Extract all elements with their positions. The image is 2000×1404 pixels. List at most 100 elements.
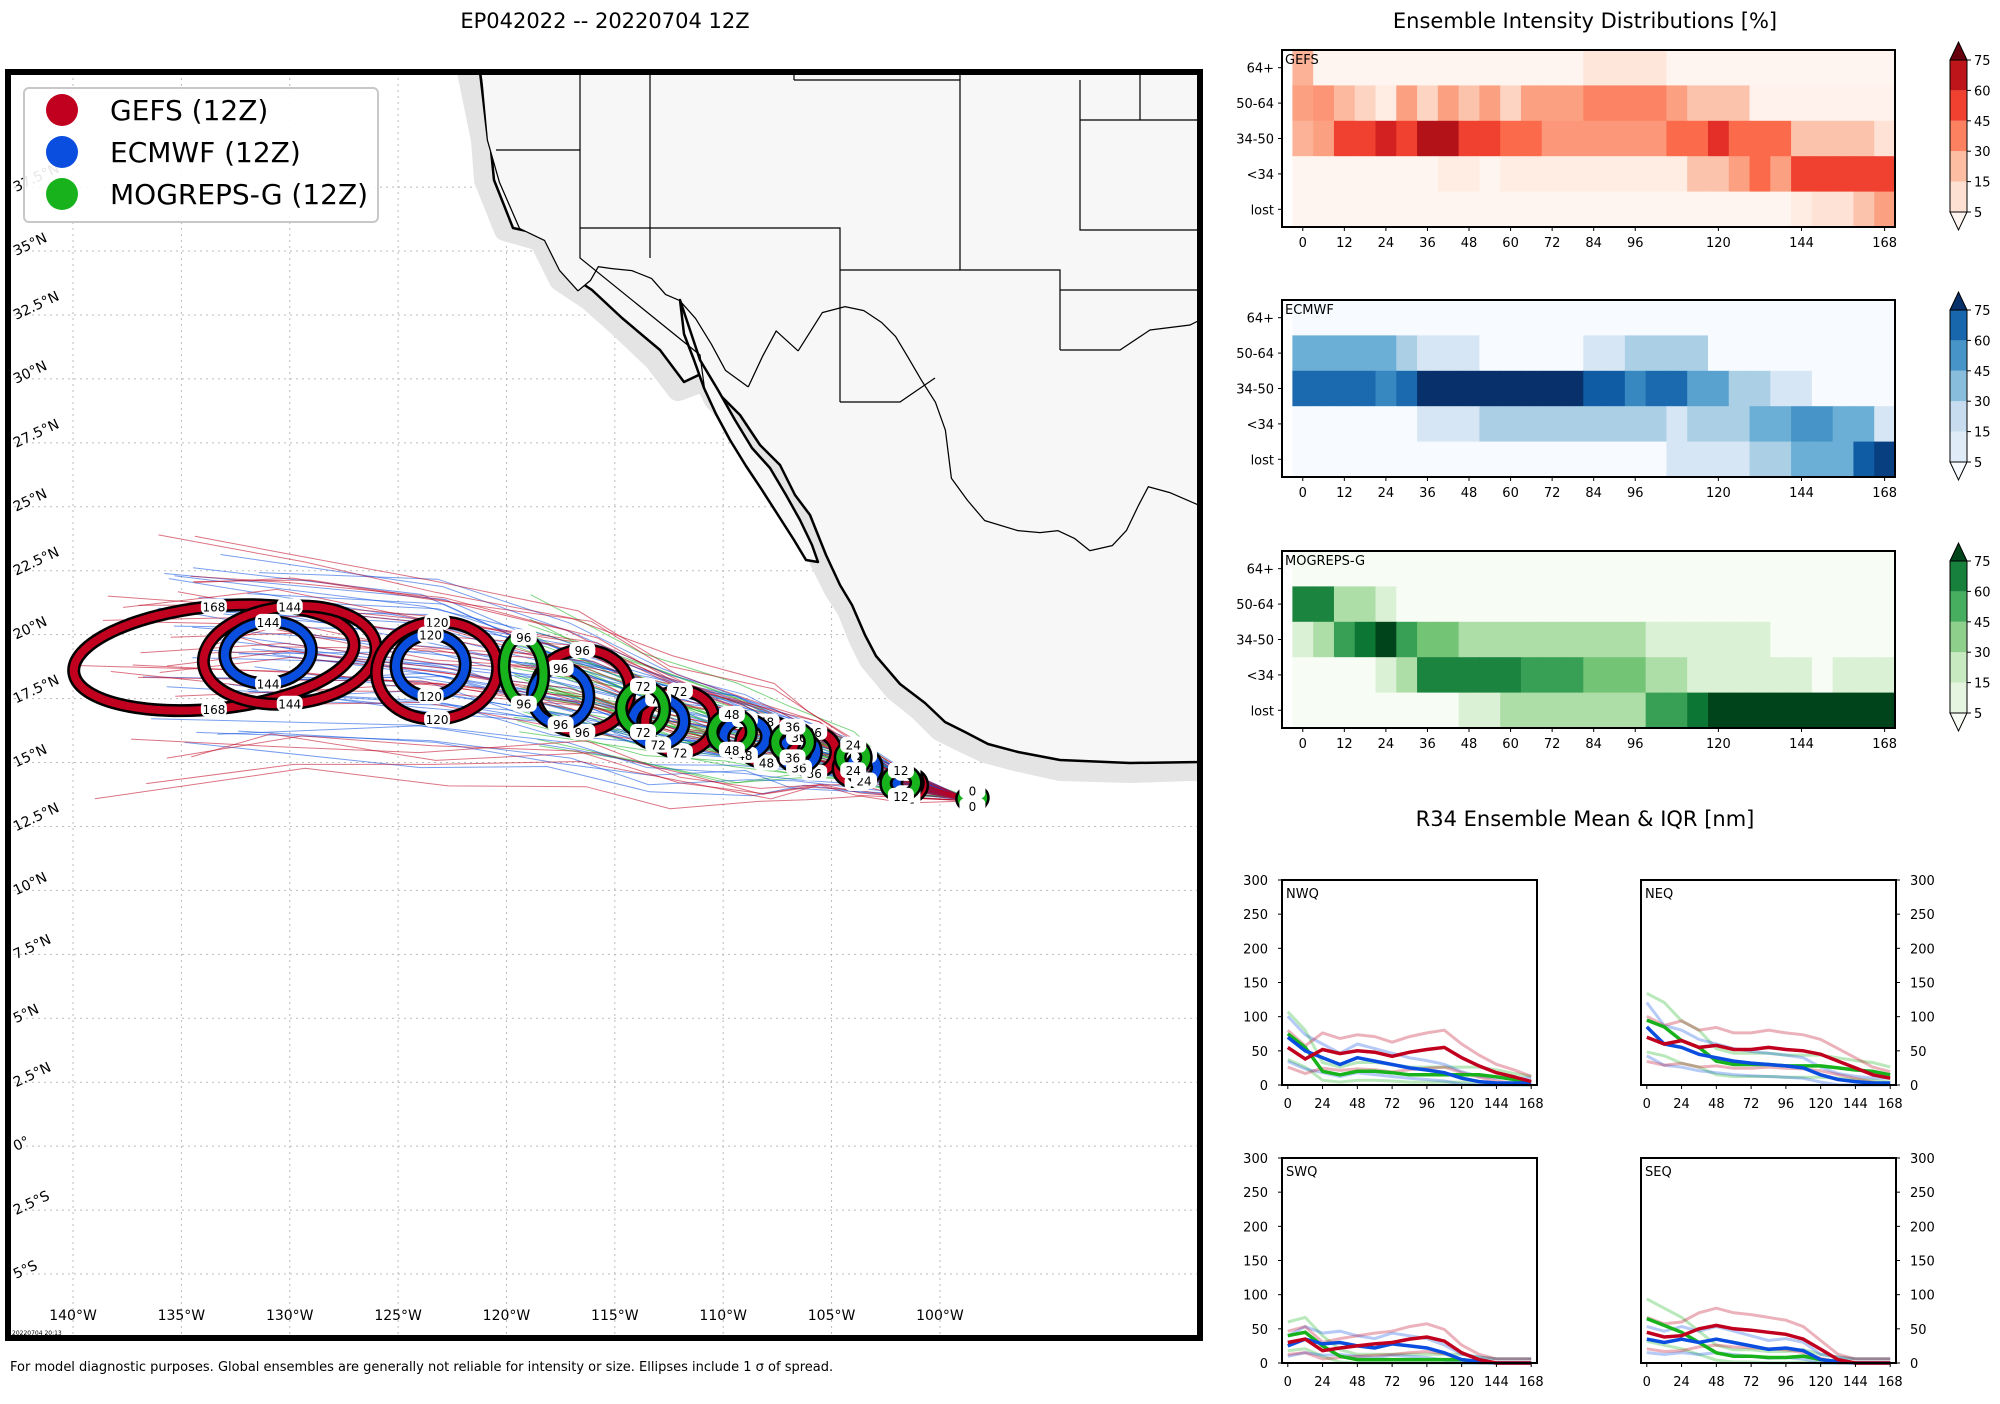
heatmap-xtick-label: 24	[1378, 737, 1395, 752]
heatmap-cell	[1500, 50, 1522, 86]
r34-xtick-label: 48	[1349, 1375, 1366, 1390]
r34-iqr-line	[1286, 1028, 1532, 1078]
heatmap-cell	[1791, 191, 1813, 228]
heatmap-row-label: 34-50	[1236, 133, 1274, 148]
heatmap-cell	[1707, 335, 1730, 372]
heatmap-xtick-label: 36	[1419, 737, 1436, 752]
heatmap-row-label: 50-64	[1236, 598, 1274, 613]
hour-label-bg	[424, 613, 451, 630]
heatmap-cell	[1313, 692, 1335, 729]
heatmap-cell	[1749, 551, 1771, 587]
heatmap-cell	[1728, 406, 1751, 443]
hour-label-text: 24	[846, 739, 861, 753]
heatmap-cell	[1562, 50, 1584, 86]
heatmap-cell	[1832, 191, 1855, 228]
r34-panel-seq: SEQ 0 24 48 72 96 120 144 168 0 50 100 150 200 250 300	[1640, 1152, 1935, 1390]
heatmap-cell	[1479, 156, 1501, 193]
heatmap-cell	[1728, 300, 1751, 336]
heatmap-cell	[1853, 156, 1875, 193]
heatmap-cell	[1354, 621, 1377, 658]
footnote: For model diagnostic purposes. Global en…	[10, 1360, 834, 1375]
heatmap-cell	[1417, 692, 1439, 729]
heatmap-cell	[1333, 370, 1356, 407]
hour-label: 144	[276, 695, 303, 712]
heatmap-cell	[1583, 156, 1605, 193]
heatmap-cell	[1396, 657, 1418, 694]
hour-label: 12	[887, 762, 914, 779]
colorbar-frame	[1949, 560, 1968, 714]
lon-tick-label: 140°W	[49, 1308, 97, 1324]
heatmap-cell	[1562, 586, 1584, 623]
heatmap-cell	[1749, 335, 1771, 372]
heatmap-cell	[1874, 156, 1896, 193]
heatmap-cell	[1458, 191, 1481, 228]
heatmap-cell	[1853, 586, 1875, 623]
heatmap-xtick-label: 36	[1419, 236, 1436, 251]
hour-label-text: 12	[893, 764, 908, 778]
heatmap-cell	[1666, 406, 1688, 443]
heatmap-cell	[1853, 120, 1875, 157]
heatmap-cell	[1562, 85, 1584, 122]
heatmap-cell	[1479, 657, 1501, 694]
heatmap-xtick-label: 12	[1336, 737, 1353, 752]
r34-ytick-label: 100	[1910, 1011, 1935, 1026]
heatmap-cell	[1666, 335, 1688, 372]
heatmap-cell	[1874, 50, 1896, 86]
heatmap-cell	[1811, 335, 1834, 372]
r34-ytick-label: 300	[1243, 1152, 1268, 1167]
heatmap-cell	[1811, 406, 1834, 443]
heatmap-cell	[1520, 85, 1543, 122]
heatmap-cell	[1604, 551, 1626, 587]
hour-label: 144	[255, 613, 282, 630]
heatmap-cell	[1520, 300, 1543, 336]
heatmap-cell	[1791, 406, 1813, 443]
heatmap-cell	[1749, 370, 1771, 407]
heatmap-xtick-label: 60	[1502, 486, 1519, 501]
heatmap-cell	[1562, 657, 1584, 694]
hour-label-text: 72	[651, 739, 666, 753]
heatmap-row-label: 64+	[1247, 312, 1274, 327]
legend-box	[23, 87, 379, 223]
hour-label-text: 144	[278, 698, 301, 712]
heatmap-cell	[1645, 406, 1668, 443]
heatmap-cell	[1666, 551, 1688, 587]
r34-xtick-label: 0	[1284, 1097, 1292, 1112]
heatmap-cell	[1541, 692, 1564, 729]
r34-xtick-label: 144	[1843, 1375, 1868, 1390]
heatmap-mogreps-g: 64+ 50-64 34-50 <34 lost 0 12 24 36 48 60 72 84 96 120…	[1236, 541, 1991, 752]
heatmap-cell	[1728, 441, 1751, 478]
heatmap-cell	[1832, 300, 1855, 336]
hour-label-text: 12	[893, 790, 908, 804]
r34-title: R34 Ensemble Mean & IQR [nm]	[1416, 807, 1755, 831]
heatmap-cell	[1520, 191, 1543, 228]
heatmap-cell	[1624, 335, 1647, 372]
heatmap-cell	[1313, 551, 1335, 587]
heatmap-cell	[1541, 191, 1564, 228]
heatmap-cell	[1749, 85, 1771, 122]
heatmap-cell	[1500, 586, 1522, 623]
heatmap-xtick-label: 120	[1706, 737, 1731, 752]
heatmap-cell	[1666, 657, 1688, 694]
hour-label-text: 120	[426, 616, 449, 630]
heatmap-cell	[1645, 50, 1668, 86]
heatmap-cell	[1645, 120, 1668, 157]
heatmap-xtick-label: 24	[1378, 486, 1395, 501]
hour-label-bg	[200, 598, 227, 615]
heatmap-cell	[1396, 551, 1418, 587]
heatmap-cell	[1333, 120, 1356, 157]
hour-label: 0	[959, 798, 986, 815]
heatmap-cell	[1437, 370, 1460, 407]
colorbar-segment	[1950, 401, 1967, 432]
heatmap-cell	[1645, 621, 1668, 658]
heatmap-cell	[1666, 370, 1688, 407]
hour-label-text: 120	[426, 713, 449, 727]
heatmap-xtick-label: 60	[1502, 737, 1519, 752]
heatmap-cell	[1874, 551, 1896, 587]
hour-label: 120	[417, 688, 444, 705]
heatmap-cell	[1749, 657, 1771, 694]
heatmap-cell	[1687, 406, 1709, 443]
heatmap-cell	[1479, 551, 1501, 587]
heatmap-cell	[1354, 406, 1377, 443]
heatmap-cell	[1666, 120, 1688, 157]
